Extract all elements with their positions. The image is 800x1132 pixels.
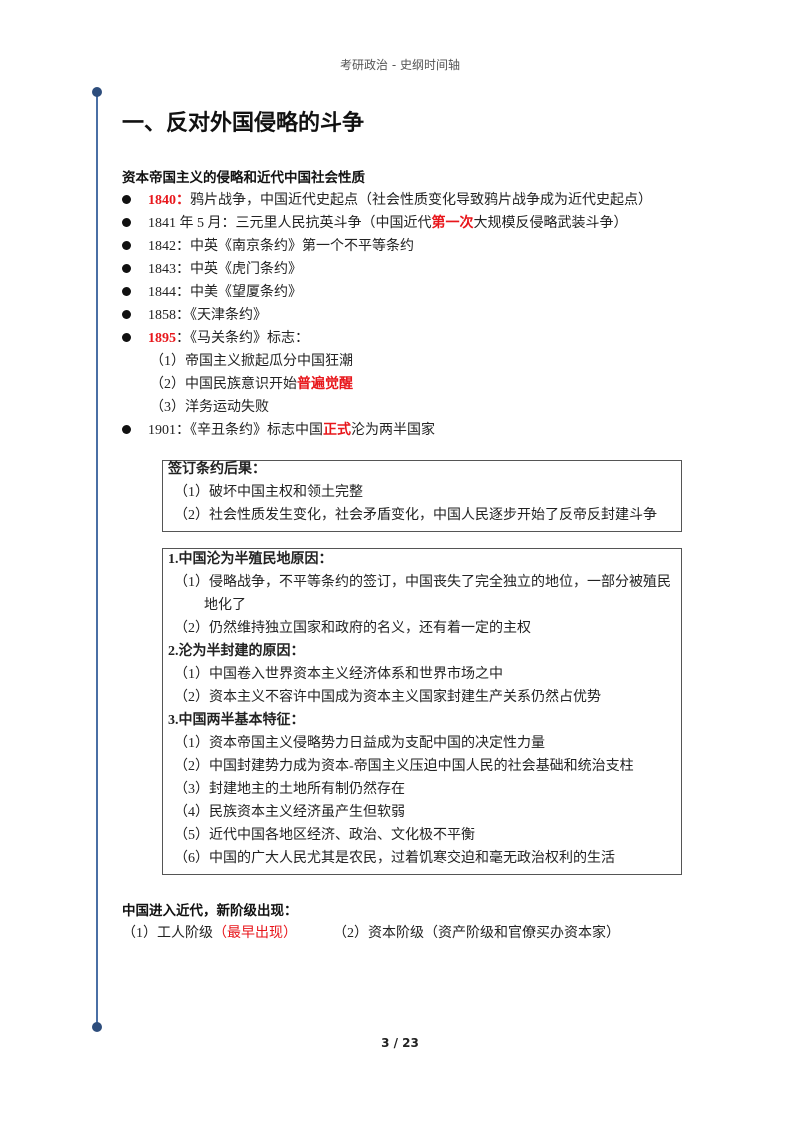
item-text: 1844：中美《望厦条约》	[148, 285, 302, 300]
list-item: 1901：《辛丑条约》标志中国正式沦为两半国家	[122, 421, 435, 441]
item-text: 鸦片战争，中国近代史起点（社会性质变化导致鸦片战争成为近代史起点）	[190, 193, 652, 208]
highlight: 正式	[323, 423, 351, 438]
list-item: 1858：《天津条约》	[122, 306, 267, 326]
bullet-icon	[122, 310, 131, 320]
subsection-heading: 资本帝国主义的侵略和近代中国社会性质	[122, 170, 365, 186]
page-number: 3 / 23	[381, 1036, 419, 1050]
page-header: 考研政治 - 史纲时间轴	[340, 58, 460, 72]
highlight: 第一次	[431, 216, 474, 231]
sub-item: （2）中国民族意识开始普遍觉醒	[150, 375, 353, 395]
bullet-icon	[122, 218, 131, 228]
list-item: 1843：中英《虎门条约》	[122, 260, 302, 280]
item-text: 1842：中英《南京条约》第一个不平等条约	[148, 239, 414, 254]
box-item: （2）社会性质发生变化，社会矛盾变化，中国人民逐步开始了反帝反封建斗争	[174, 508, 657, 523]
box-item: （4）民族资本主义经济虽产生但软弱	[174, 805, 405, 820]
box-item: （6）中国的广大人民尤其是农民，过着饥寒交迫和毫无政治权利的生活	[174, 851, 615, 866]
box-item: （2）资本主义不容许中国成为资本主义国家封建生产关系仍然占优势	[174, 690, 601, 705]
timeline-dot-bottom	[92, 1022, 102, 1032]
box-item: （1）破坏中国主权和领土完整	[174, 485, 363, 500]
list-item: 1844：中美《望厦条约》	[122, 283, 302, 303]
item-text: 1901：《辛丑条约》标志中国	[148, 423, 323, 438]
sub-item: （3）洋务运动失败	[150, 400, 269, 415]
section-title: 一、反对外国侵略的斗争	[122, 111, 365, 136]
item-text: （2）中国民族意识开始	[150, 377, 297, 392]
year: 1840：	[148, 193, 190, 208]
item-text: 1841 年 5 月：三元里人民抗英斗争（中国近代	[148, 216, 432, 231]
bullet-icon	[122, 333, 131, 343]
highlight: 普遍觉醒	[297, 377, 353, 392]
bullet-icon	[122, 264, 131, 274]
bullet-icon	[122, 287, 131, 297]
box-item: （1）资本帝国主义侵略势力日益成为支配中国的决定性力量	[174, 736, 545, 751]
item-text: 沦为两半国家	[351, 423, 435, 438]
timeline-line	[96, 92, 98, 1027]
box-item: （3）封建地主的土地所有制仍然存在	[174, 782, 405, 797]
box-item: （2）仍然维持独立国家和政府的名义，还有着一定的主权	[174, 621, 531, 636]
timeline-dot-top	[92, 87, 102, 97]
subsection-heading: 中国进入近代，新阶级出现：	[122, 903, 298, 919]
class-item-workers: （1）工人阶级（最早出现）	[122, 924, 297, 944]
box-item: （1）侵略战争，不平等条约的签订，中国丧失了完全独立的地位，一部分被殖民	[174, 575, 671, 590]
bullet-icon	[122, 241, 131, 251]
sub-item: （1）帝国主义掀起瓜分中国狂潮	[150, 354, 353, 369]
box-item: （5）近代中国各地区经济、政治、文化极不平衡	[174, 828, 475, 843]
class-item-bourgeoisie: （2）资本阶级（资产阶级和官僚买办资本家）	[333, 926, 620, 941]
year: 1895	[148, 331, 176, 346]
item-text: 1858：《天津条约》	[148, 308, 267, 323]
list-item: 1895：《马关条约》标志：	[122, 329, 309, 349]
box-heading: 签订条约后果：	[168, 462, 266, 477]
semi-colonial-box	[162, 548, 682, 875]
box-item: （2）中国封建势力成为资本-帝国主义压迫中国人民的社会基础和统治支柱	[174, 759, 634, 774]
bullet-icon	[122, 425, 131, 435]
box-item: 地化了	[204, 598, 246, 613]
treaty-consequences-box	[162, 460, 682, 532]
box-heading: 1.中国沦为半殖民地原因：	[168, 552, 333, 567]
highlight: （最早出现）	[213, 926, 297, 941]
item-text: 大规模反侵略武装斗争）	[473, 216, 628, 231]
bullet-icon	[122, 195, 131, 205]
list-item: 1841 年 5 月：三元里人民抗英斗争（中国近代第一次大规模反侵略武装斗争）	[122, 214, 628, 234]
list-item: 1842：中英《南京条约》第一个不平等条约	[122, 237, 414, 257]
list-item: 1840：鸦片战争，中国近代史起点（社会性质变化导致鸦片战争成为近代史起点）	[122, 191, 652, 211]
box-heading: 2.沦为半封建的原因：	[168, 644, 305, 659]
box-heading: 3.中国两半基本特征：	[168, 713, 305, 728]
item-text: 1843：中英《虎门条约》	[148, 262, 302, 277]
item-text: ：《马关条约》标志：	[176, 331, 309, 346]
item-text: （1）工人阶级	[122, 926, 213, 941]
box-item: （1）中国卷入世界资本主义经济体系和世界市场之中	[174, 667, 503, 682]
